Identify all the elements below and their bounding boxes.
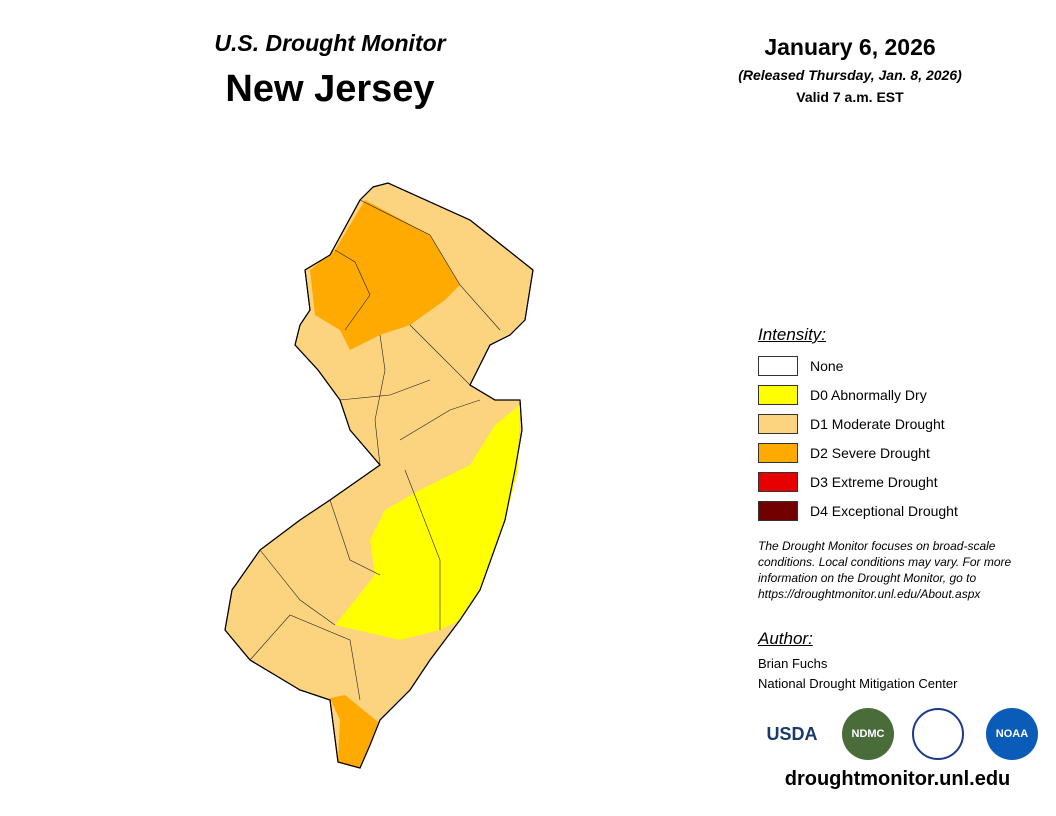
author-name: Brian Fuchs bbox=[758, 656, 828, 671]
legend-label: D1 Moderate Drought bbox=[810, 416, 945, 432]
legend-swatch bbox=[758, 414, 798, 434]
legend-title: Intensity: bbox=[758, 325, 827, 344]
logo-commerce bbox=[912, 708, 964, 760]
legend-swatch bbox=[758, 501, 798, 521]
region-d0 bbox=[335, 405, 520, 640]
legend-swatch bbox=[758, 356, 798, 376]
legend-label: D4 Exceptional Drought bbox=[810, 503, 958, 519]
legend-swatch bbox=[758, 472, 798, 492]
website: droughtmonitor.unl.edu bbox=[784, 768, 1011, 790]
logo-noaa: NOAA bbox=[986, 708, 1038, 760]
map bbox=[224, 182, 534, 769]
valid-time: Valid 7 a.m. EST bbox=[796, 89, 904, 105]
logo-usda: USDA bbox=[766, 708, 818, 760]
legend-item: D3 Extreme Drought bbox=[758, 471, 938, 493]
legend-item: D1 Moderate Drought bbox=[758, 413, 945, 435]
region-d2-cape-may bbox=[330, 695, 378, 768]
date: January 6, 2026 bbox=[764, 34, 936, 60]
note: The Drought Monitor focuses on broad-sca… bbox=[758, 539, 1012, 601]
author-heading: Author: bbox=[758, 629, 813, 648]
region: New Jersey bbox=[225, 68, 435, 110]
legend-label: None bbox=[810, 358, 844, 374]
legend-item: D0 Abnormally Dry bbox=[758, 384, 927, 406]
logo-ndmc: NDMC bbox=[842, 708, 894, 760]
state-outline bbox=[224, 182, 534, 769]
legend-swatch bbox=[758, 385, 798, 405]
region-d2-north bbox=[310, 200, 460, 350]
legend-label: D2 Severe Drought bbox=[810, 445, 930, 461]
legend-item: D2 Severe Drought bbox=[758, 442, 930, 464]
legend-item: None bbox=[758, 355, 843, 377]
release-date: (Released Thursday, Jan. 8, 2026) bbox=[738, 67, 962, 83]
legend-label: D3 Extreme Drought bbox=[810, 474, 938, 490]
legend-item: D4 Exceptional Drought bbox=[758, 500, 958, 522]
legend-label: D0 Abnormally Dry bbox=[810, 387, 927, 403]
county-lines bbox=[249, 199, 501, 701]
legend-swatch bbox=[758, 443, 798, 463]
author-org: National Drought Mitigation Center bbox=[758, 676, 958, 691]
title: U.S. Drought Monitor bbox=[214, 30, 446, 56]
